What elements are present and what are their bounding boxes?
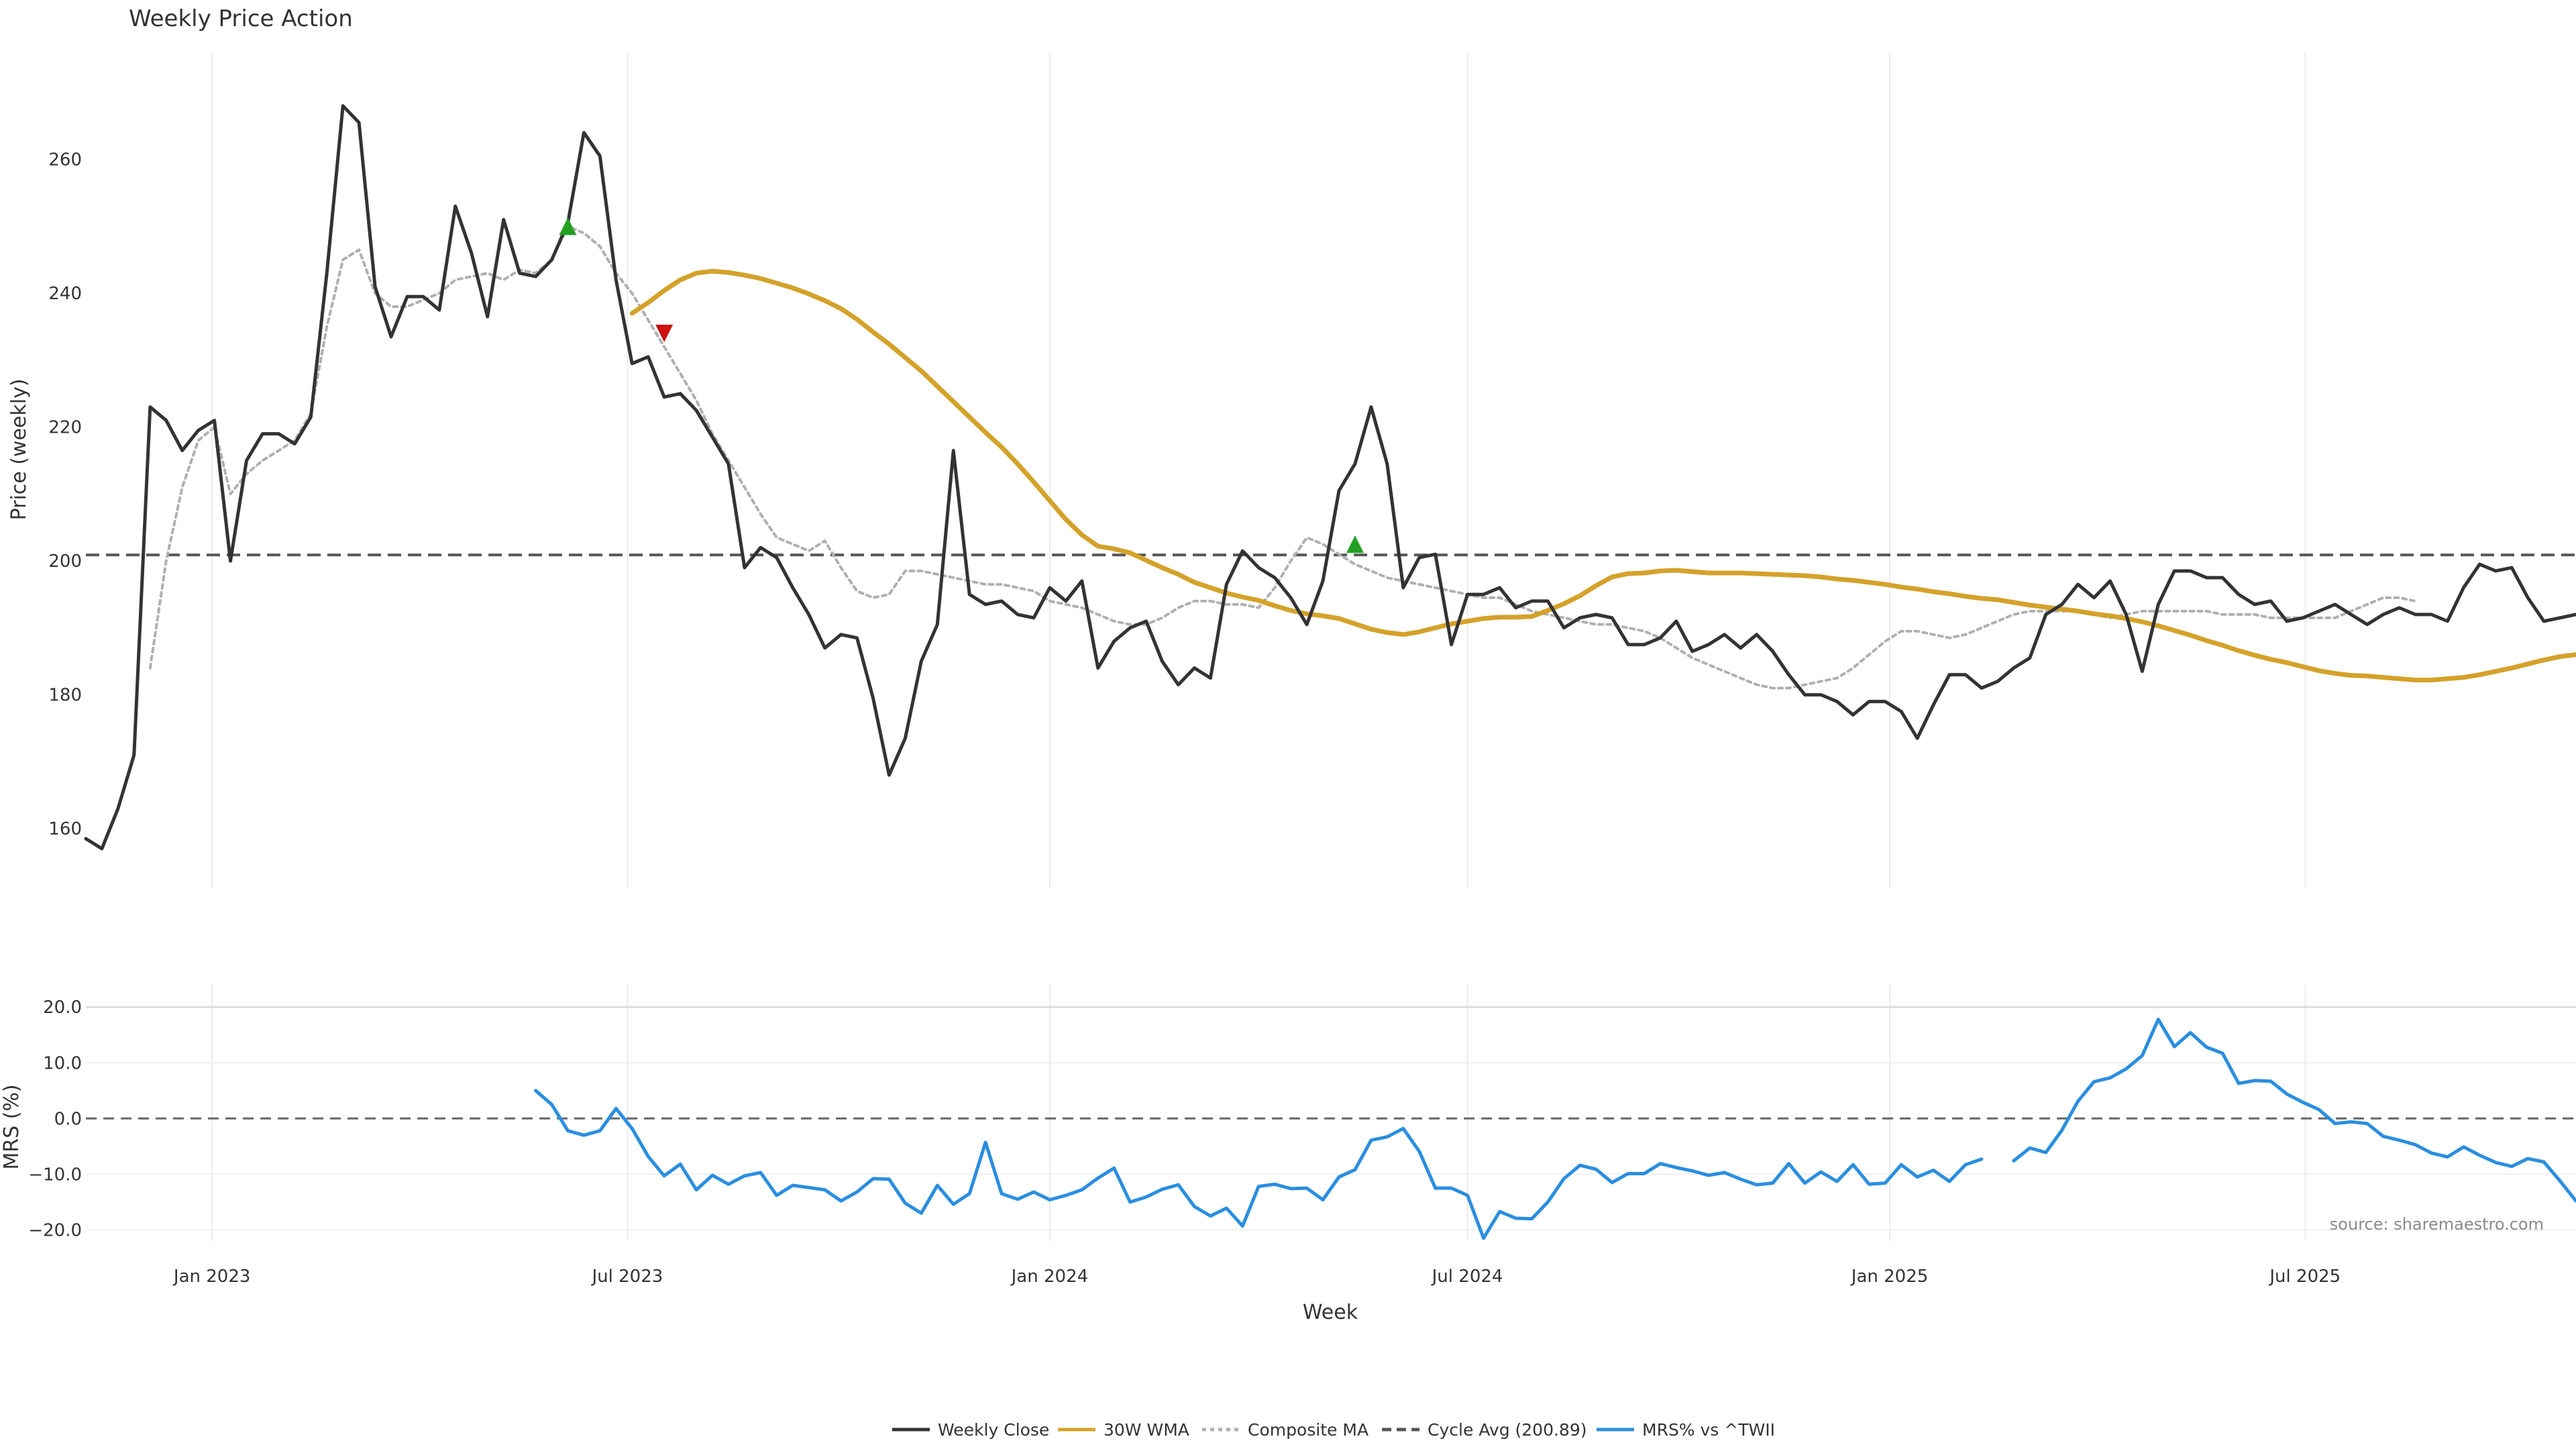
legend-label: MRS% vs ^TWII	[1642, 1420, 1775, 1440]
x-ticks: Jan 2023 Jul 2023 Jan 2024 Jul 2024 Jan 2025…	[172, 1267, 2341, 1287]
mrs-y-tick-label: 20.0	[43, 998, 82, 1018]
mrs-y-tick-label: 10.0	[43, 1053, 82, 1073]
x-tick-label: Jul 2023	[590, 1267, 663, 1287]
x-tick-label: Jul 2025	[2268, 1267, 2341, 1287]
price-y-tick-label: 260	[48, 150, 82, 170]
mrs-y-tick-label: −10.0	[28, 1165, 82, 1185]
sell-signal-marker	[655, 324, 674, 342]
price-y-tick-label: 160	[48, 819, 82, 839]
wma-30w-series	[629, 268, 2576, 683]
mrs-series	[534, 1018, 2576, 1240]
price-y-tick-label: 220	[48, 418, 82, 438]
weekly-close-series	[84, 104, 2576, 851]
buy-signal-marker	[559, 217, 577, 235]
price-panel-gridlines	[211, 52, 2306, 889]
legend: Weekly Close 30W WMA Composite MA Cycle Avg…	[892, 1420, 1775, 1440]
price-y-ticks: 160 180 200 220 240 260	[48, 150, 82, 840]
chart-title: Weekly Price Action	[129, 5, 353, 32]
mrs-line-segment	[534, 1089, 1984, 1240]
legend-label: Cycle Avg (200.89)	[1428, 1420, 1587, 1440]
x-tick-label: Jul 2024	[1431, 1267, 1503, 1287]
buy-signal-marker	[1346, 535, 1364, 553]
signal-markers	[559, 217, 1364, 553]
price-y-tick-label: 200	[48, 551, 82, 572]
x-tick-label: Jan 2023	[172, 1267, 251, 1287]
mrs-line-segment	[2012, 1018, 2576, 1203]
legend-label: Composite MA	[1248, 1420, 1368, 1440]
composite-ma-series	[148, 225, 2417, 690]
mrs-y-tick-label: −20.0	[28, 1220, 82, 1240]
mrs-panel-gridlines	[86, 985, 2576, 1241]
x-tick-label: Jan 2025	[1850, 1267, 1929, 1287]
mrs-y-ticks: 20.0 10.0 0.0 −10.0 −20.0	[28, 998, 82, 1240]
legend-label: Weekly Close	[938, 1420, 1049, 1440]
mrs-y-tick-label: 0.0	[54, 1109, 82, 1129]
x-tick-label: Jan 2024	[1010, 1267, 1089, 1287]
price-y-tick-label: 240	[48, 284, 82, 304]
price-axis-label: Price (weekly)	[7, 378, 31, 520]
legend-label: 30W WMA	[1104, 1420, 1189, 1440]
mrs-axis-label: MRS (%)	[0, 1084, 23, 1169]
x-axis-label: Week	[1303, 1301, 1358, 1324]
price-y-tick-label: 180	[48, 686, 82, 706]
source-annotation: source: sharemaestro.com	[2330, 1215, 2544, 1234]
